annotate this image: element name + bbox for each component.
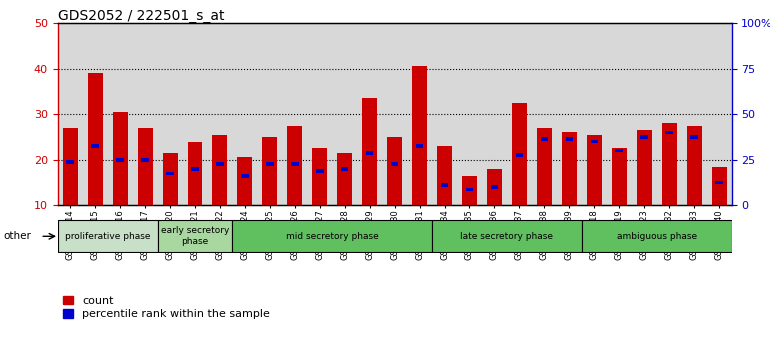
Bar <box>138 128 152 205</box>
Bar <box>661 123 677 205</box>
Bar <box>387 137 402 205</box>
Bar <box>466 188 474 191</box>
Bar <box>615 149 623 153</box>
Bar <box>516 153 523 157</box>
Bar <box>166 172 174 175</box>
Bar <box>88 73 102 205</box>
Bar <box>665 131 673 134</box>
Bar <box>66 160 74 164</box>
Text: late secretory phase: late secretory phase <box>460 232 554 241</box>
FancyBboxPatch shape <box>158 220 233 252</box>
Bar <box>416 144 424 148</box>
Bar <box>391 162 398 166</box>
Bar <box>512 103 527 205</box>
Bar <box>587 135 601 205</box>
Text: early secretory
phase: early secretory phase <box>161 226 229 246</box>
Bar <box>316 169 323 173</box>
Bar <box>237 158 253 205</box>
Bar <box>337 153 352 205</box>
Bar <box>116 158 124 161</box>
Bar <box>188 142 203 205</box>
Bar <box>591 140 598 143</box>
Text: proliferative phase: proliferative phase <box>65 232 150 241</box>
Bar <box>715 181 723 184</box>
Bar <box>641 135 648 139</box>
Bar <box>287 126 303 205</box>
Bar <box>241 174 249 177</box>
Bar <box>216 162 224 166</box>
FancyBboxPatch shape <box>58 220 158 252</box>
Bar <box>565 137 573 141</box>
Bar <box>691 135 698 139</box>
Bar <box>362 98 377 205</box>
Bar <box>562 132 577 205</box>
Bar <box>62 128 78 205</box>
Bar <box>341 167 349 171</box>
Bar <box>687 126 701 205</box>
FancyBboxPatch shape <box>582 220 732 252</box>
Bar <box>611 148 627 205</box>
Bar <box>142 158 149 161</box>
Bar <box>440 183 448 187</box>
Bar <box>637 130 651 205</box>
Text: other: other <box>4 232 32 241</box>
Bar <box>537 128 552 205</box>
Bar <box>162 153 178 205</box>
FancyBboxPatch shape <box>233 220 432 252</box>
Bar <box>92 144 99 148</box>
Bar <box>112 112 128 205</box>
Bar <box>291 162 299 166</box>
Bar <box>711 167 727 205</box>
Bar <box>437 146 452 205</box>
Bar <box>541 137 548 141</box>
Bar <box>266 162 273 166</box>
Text: GDS2052 / 222501_s_at: GDS2052 / 222501_s_at <box>58 9 224 23</box>
FancyBboxPatch shape <box>432 220 582 252</box>
Bar <box>490 185 498 189</box>
Bar <box>366 151 373 155</box>
Legend: count, percentile rank within the sample: count, percentile rank within the sample <box>63 296 270 319</box>
Bar <box>462 176 477 205</box>
Bar <box>191 167 199 171</box>
Bar <box>487 169 502 205</box>
Text: ambiguous phase: ambiguous phase <box>617 232 697 241</box>
Text: mid secretory phase: mid secretory phase <box>286 232 379 241</box>
Bar <box>313 148 327 205</box>
Bar <box>213 135 227 205</box>
Bar <box>412 66 427 205</box>
Bar <box>263 137 277 205</box>
